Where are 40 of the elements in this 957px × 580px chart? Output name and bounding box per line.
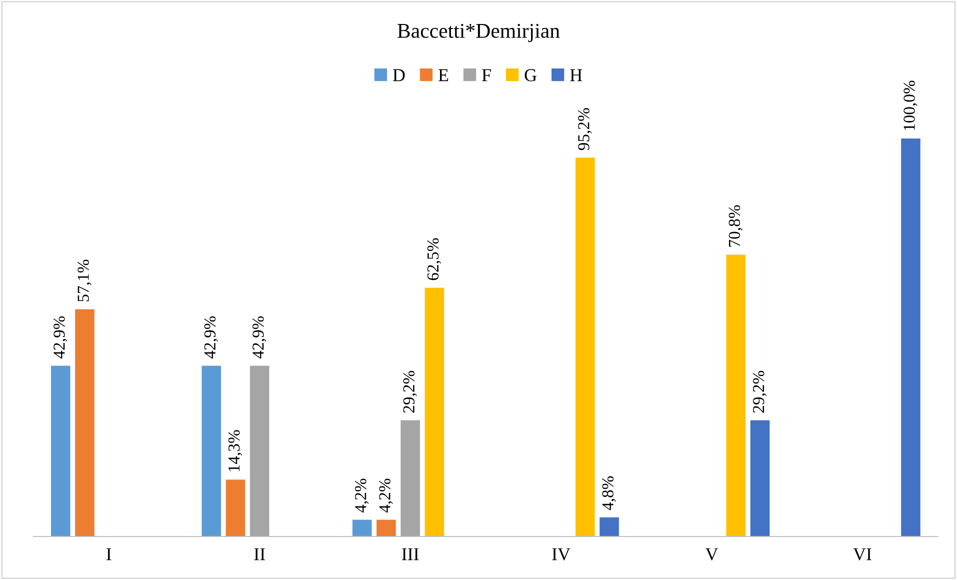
- x-tick-label: V: [705, 548, 718, 560]
- legend-label: H: [570, 69, 582, 82]
- x-tick-label: I: [106, 548, 112, 560]
- x-tick-label: VI: [853, 548, 872, 560]
- data-label: 95,2%: [578, 108, 592, 150]
- bar: [50, 366, 70, 536]
- bar: [400, 420, 420, 536]
- data-label: 4,8%: [602, 476, 616, 510]
- chart-title: Baccetti*Demirjian: [398, 24, 560, 42]
- data-label: 14,3%: [228, 430, 242, 472]
- data-label: 29,2%: [752, 370, 767, 413]
- data-label: 62,5%: [427, 238, 441, 280]
- data-label: 29,2%: [403, 370, 417, 413]
- legend-label: G: [524, 69, 537, 82]
- bar: [750, 420, 770, 536]
- bar: [226, 480, 246, 536]
- x-tick-label: II: [254, 548, 265, 560]
- bar: [600, 517, 619, 536]
- data-label: 42,9%: [252, 316, 266, 358]
- data-label: 4,2%: [355, 478, 369, 513]
- x-tick-label: IV: [552, 548, 570, 560]
- legend-label: D: [392, 69, 405, 82]
- legend-label: F: [482, 69, 491, 82]
- data-label: 57,1%: [78, 260, 92, 302]
- bar: [250, 366, 270, 536]
- data-label: 42,9%: [204, 316, 218, 358]
- bar: [901, 138, 920, 536]
- bar: [726, 254, 746, 536]
- bar: [202, 366, 221, 536]
- data-label: 100,0%: [904, 80, 918, 130]
- data-label: 4,2%: [379, 478, 393, 513]
- data-label: 42,9%: [54, 316, 68, 358]
- bar: [424, 288, 444, 536]
- bar: [376, 520, 396, 536]
- bar: [576, 158, 595, 536]
- legend-label: E: [438, 69, 448, 82]
- bar: [75, 309, 94, 536]
- data-label: 70,8%: [728, 205, 742, 247]
- bar: [352, 520, 372, 536]
- x-tick-label: III: [402, 548, 419, 560]
